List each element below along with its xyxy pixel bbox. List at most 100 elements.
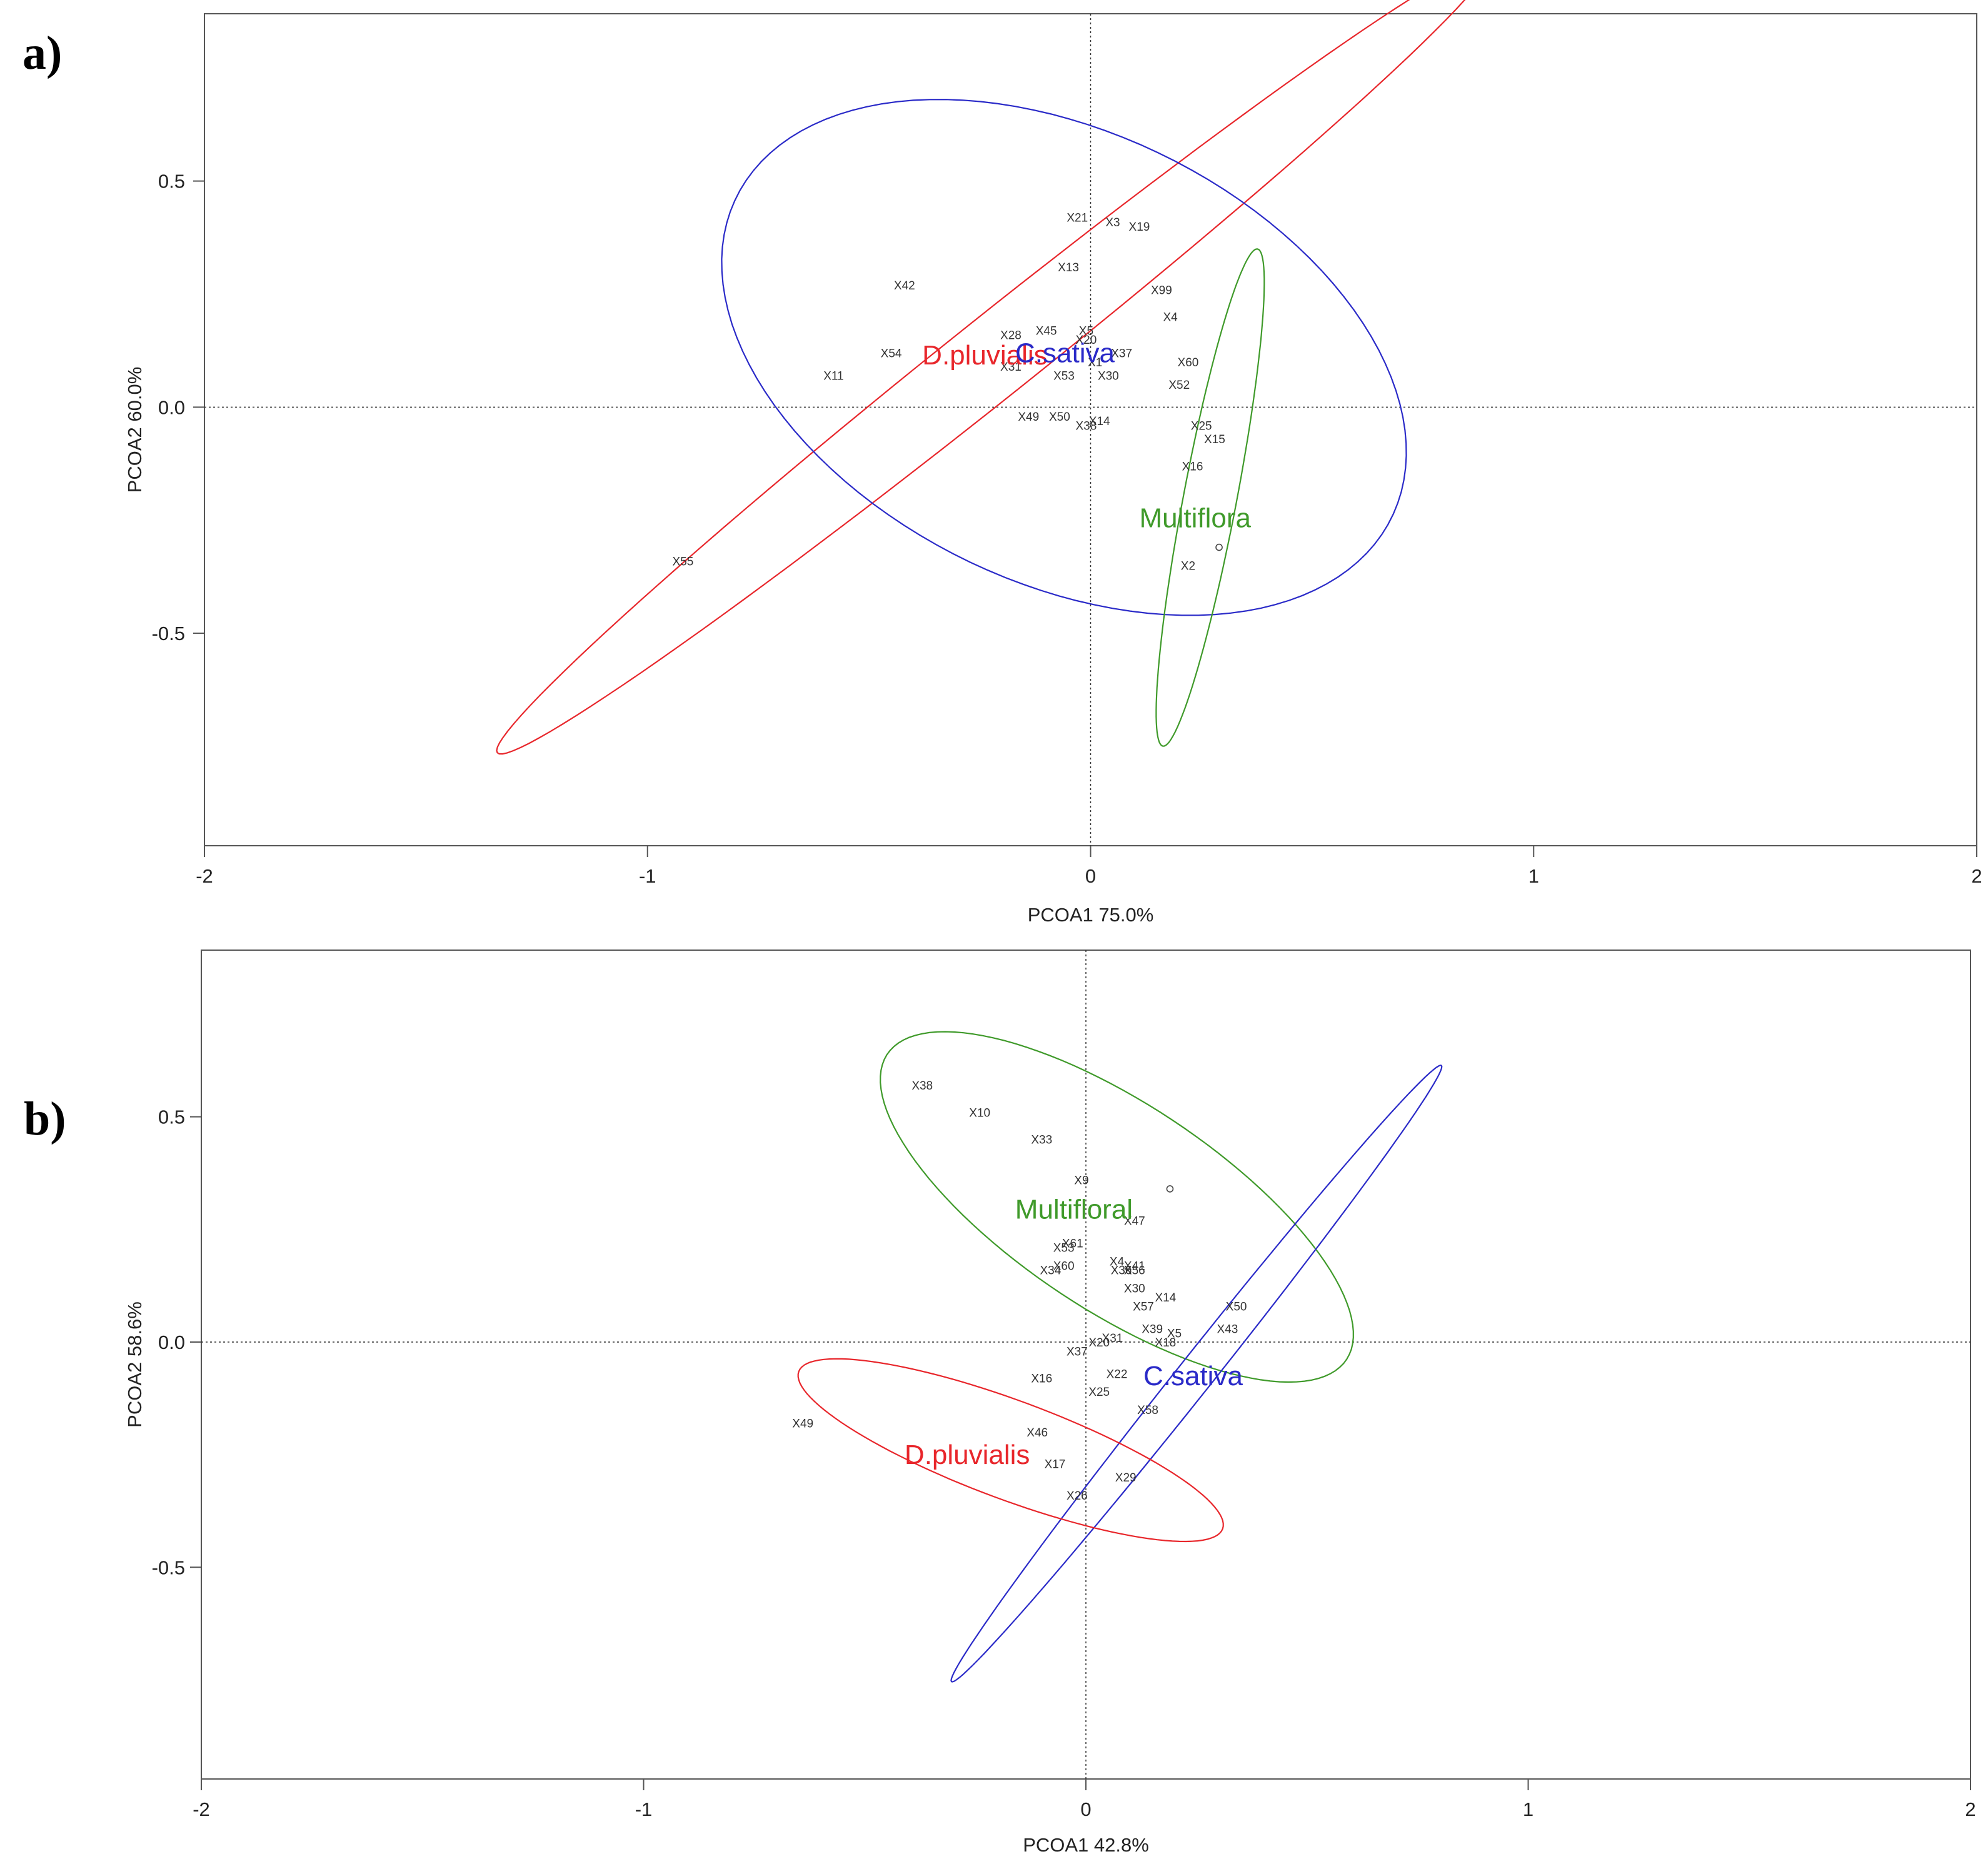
- point-label: X3: [1105, 216, 1120, 229]
- x-tick-label: -2: [196, 865, 213, 887]
- y-tick-label: -0.5: [152, 1556, 185, 1578]
- x-tick-label: 1: [1523, 1798, 1534, 1820]
- point-label: X20: [1076, 334, 1097, 347]
- group-ellipse-multiflora: [1155, 248, 1265, 747]
- group-label-d-pluvialis: D.pluvialis: [905, 1440, 1030, 1470]
- x-tick-label: -1: [635, 1798, 653, 1820]
- y-tick-label: 0.5: [158, 1106, 185, 1128]
- point-label: X5: [1079, 324, 1093, 338]
- point-label: X52: [1168, 379, 1190, 392]
- point-label: X49: [1018, 411, 1039, 424]
- group-ellipse-d-pluvialis: [797, 1358, 1224, 1543]
- point-label: X56: [1124, 1265, 1145, 1278]
- point-label: X29: [1115, 1471, 1137, 1485]
- point-label: X31: [1000, 361, 1022, 374]
- centroid-marker: [1215, 543, 1223, 551]
- point-label: X60: [1178, 356, 1199, 369]
- panel-a: a) -2 -1 0 1 2 0.5 0.0 -0.5 PCOA1 75.0% PCOA2 60.0…: [23, 0, 1982, 926]
- point-label: X49: [792, 1418, 813, 1431]
- point-label: X30: [1098, 370, 1119, 383]
- x-axis-title: PCOA1 75.0%: [1028, 904, 1154, 926]
- point-label: X38: [911, 1080, 933, 1093]
- point-label: X20: [1088, 1336, 1110, 1350]
- point-label: X2: [1181, 560, 1195, 573]
- point-label: X18: [1155, 1336, 1176, 1350]
- point-label: X19: [1129, 221, 1150, 234]
- point-label: X28: [1000, 329, 1022, 343]
- point-label: X10: [969, 1106, 990, 1120]
- point-label: X26: [1067, 1490, 1088, 1503]
- y-axis-title: PCOA2 60.0%: [124, 367, 146, 493]
- point-label: X58: [1137, 1404, 1158, 1417]
- y-tick-label: 0.0: [158, 1331, 185, 1353]
- point-label: X13: [1058, 261, 1079, 274]
- point-label: X55: [673, 555, 694, 568]
- y-tick-label: -0.5: [152, 623, 185, 644]
- point-label: X54: [881, 348, 902, 361]
- x-tick-label: 0: [1080, 1798, 1091, 1820]
- point-label: X37: [1067, 1345, 1088, 1358]
- point-label: X4: [1163, 311, 1178, 324]
- x-tick-label: 2: [1971, 865, 1982, 887]
- y-axis-title: PCOA2 58.6%: [124, 1301, 146, 1428]
- point-label: X37: [1111, 348, 1132, 361]
- panel-b: b) -2 -1 0 1 2 0.5 0.0 -0.5 PCOA1 42.8% PCOA2 58.6…: [24, 950, 1976, 1856]
- point-label: X99: [1151, 284, 1172, 297]
- point-label: X14: [1089, 415, 1110, 428]
- point-label: X42: [894, 279, 915, 293]
- group-label-multifloral: Multifloral: [1015, 1194, 1133, 1225]
- x-tick-label: 0: [1085, 865, 1096, 887]
- point-label: X36: [1111, 1265, 1132, 1278]
- group-label-multiflora: Multiflora: [1139, 503, 1251, 534]
- point-label: X25: [1191, 419, 1212, 433]
- x-tick-label: 1: [1529, 865, 1539, 887]
- point-label: X47: [1124, 1215, 1145, 1228]
- point-label: X11: [823, 370, 843, 383]
- x-tick-label: -1: [639, 865, 656, 887]
- point-label: X16: [1182, 460, 1203, 473]
- point-label: X16: [1031, 1373, 1052, 1386]
- group-label-c-sativa: C.sativa: [1143, 1361, 1243, 1391]
- panel-tag: b): [24, 1093, 66, 1145]
- point-label: X4: [1110, 1255, 1125, 1268]
- point-label: X43: [1217, 1323, 1238, 1336]
- group-label-c-sativa: C.sativa: [1015, 338, 1115, 369]
- point-label: X14: [1155, 1291, 1176, 1305]
- x-tick-label: 2: [1965, 1798, 1975, 1820]
- point-label: X39: [1142, 1323, 1163, 1336]
- point-label: X50: [1226, 1300, 1247, 1313]
- group-ellipse-c-sativa: [950, 1065, 1443, 1683]
- point-label: X38: [1076, 419, 1097, 433]
- point-label: X22: [1107, 1368, 1128, 1381]
- point-label: X31: [1102, 1332, 1123, 1345]
- point-label: X34: [1040, 1265, 1061, 1278]
- point-label: X45: [1036, 324, 1057, 338]
- point-label: X50: [1049, 411, 1070, 424]
- point-label: X17: [1045, 1458, 1066, 1471]
- group-ellipse-c-sativa: [721, 99, 1407, 616]
- point-label: X25: [1088, 1386, 1110, 1399]
- point-label: X21: [1067, 212, 1088, 225]
- point-label: X41: [1124, 1260, 1145, 1273]
- point-label: X33: [1031, 1134, 1052, 1147]
- point-label: X15: [1204, 433, 1225, 446]
- point-label: X1: [1088, 356, 1102, 369]
- point-label: X9: [1074, 1175, 1088, 1188]
- centroid-marker: [1166, 1185, 1174, 1193]
- point-label: X53: [1053, 370, 1075, 383]
- group-ellipse-d-pluvialis: [496, 0, 1466, 755]
- point-label: X61: [1062, 1237, 1083, 1250]
- point-label: X60: [1053, 1260, 1075, 1273]
- point-label: X57: [1133, 1300, 1154, 1313]
- group-label-d-pluvialis: D.pluvialis: [922, 340, 1048, 371]
- y-tick-label: 0.0: [158, 396, 185, 418]
- y-tick-label: 0.5: [158, 171, 185, 193]
- group-ellipse-multifloral: [880, 1031, 1354, 1383]
- point-label: X5: [1167, 1328, 1182, 1341]
- point-label: X53: [1053, 1242, 1075, 1255]
- x-axis-title: PCOA1 42.8%: [1023, 1834, 1149, 1856]
- panel-tag: a): [23, 27, 62, 79]
- point-label: X46: [1027, 1426, 1048, 1440]
